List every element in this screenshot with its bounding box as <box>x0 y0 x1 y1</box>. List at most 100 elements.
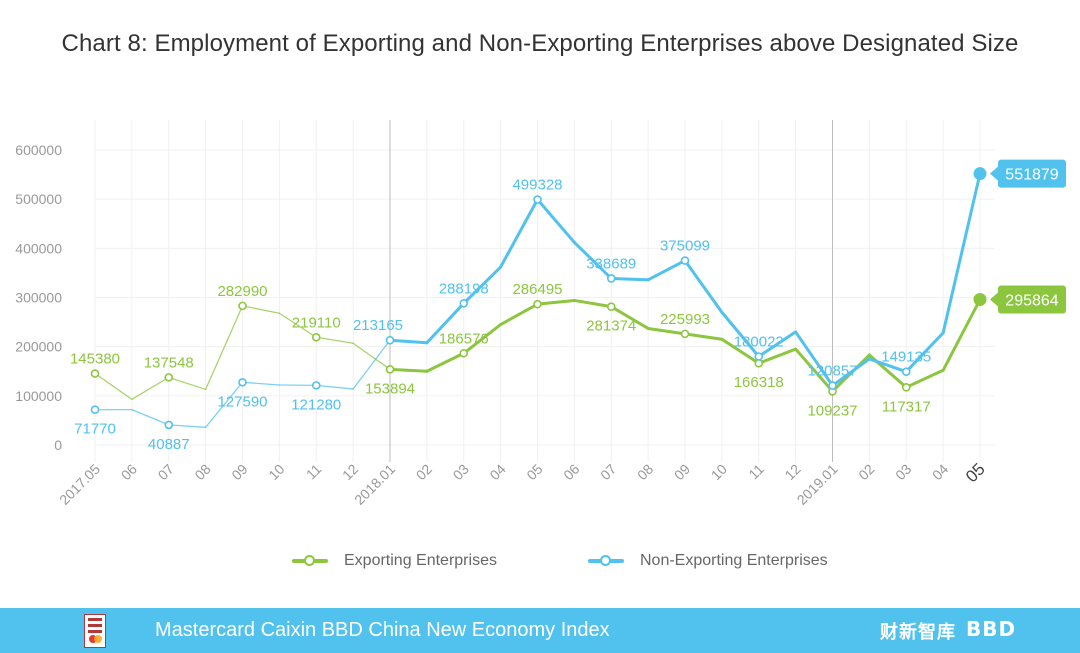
chart-grid <box>94 120 995 462</box>
y-tick-label: 500000 <box>15 191 62 207</box>
data-point <box>533 195 542 204</box>
data-label: 295864 <box>1005 293 1058 310</box>
series-exporting <box>90 293 987 400</box>
data-point <box>901 383 911 392</box>
legend-item-exporting[interactable]: Exporting Enterprises <box>292 552 497 570</box>
series-segment <box>941 298 982 372</box>
data-label: 551879 <box>1005 167 1058 184</box>
x-tick-label: 10 <box>708 461 730 483</box>
data-point <box>385 335 395 345</box>
legend-swatch-exporting <box>292 555 328 567</box>
x-tick-label: 2019.01 <box>794 461 841 508</box>
series-segment <box>315 384 354 390</box>
y-tick-label: 0 <box>54 437 62 453</box>
y-tick-label: 400000 <box>15 240 62 256</box>
x-tick-label: 11 <box>745 461 767 483</box>
series-segment <box>794 347 834 393</box>
data-label: 166318 <box>734 374 784 391</box>
series-segment <box>572 240 613 280</box>
y-tick-label: 300000 <box>15 290 62 306</box>
data-point <box>459 348 469 358</box>
data-point <box>680 329 690 339</box>
x-tick-label: 04 <box>929 461 951 483</box>
series-segment <box>425 301 466 345</box>
line-chart: 0 100000 200000 300000 400000 500000 600000 20… <box>15 120 1066 508</box>
x-tick-label: 03 <box>892 461 914 483</box>
data-label: 499328 <box>512 176 562 193</box>
label-callout-pointer <box>990 166 998 181</box>
data-label: 137548 <box>144 354 194 371</box>
label-callout-box <box>998 159 1066 188</box>
series-segment <box>425 351 466 373</box>
series-segment <box>241 305 281 314</box>
series-segment <box>941 172 982 335</box>
data-label: 286495 <box>512 281 562 298</box>
data-label: 40887 <box>148 436 190 453</box>
series-segment <box>94 372 133 400</box>
series-segment <box>388 338 429 345</box>
series-segment <box>499 197 539 269</box>
series-segment <box>646 259 687 282</box>
legend-swatch-non-exporting <box>588 555 624 567</box>
series-segment <box>462 265 503 305</box>
label-callout-box <box>998 285 1066 314</box>
series-segment <box>536 197 576 244</box>
data-point <box>90 369 100 378</box>
series-segment <box>609 305 650 330</box>
series-segment <box>315 336 354 344</box>
data-label: 120857 <box>807 363 857 380</box>
series-segment <box>720 310 761 358</box>
legend-item-non-exporting[interactable]: Non-Exporting Enterprises <box>588 552 828 570</box>
x-tick-label: 03 <box>450 461 472 483</box>
x-tick-label: 07 <box>597 461 619 483</box>
data-point <box>238 377 247 387</box>
series-segment <box>904 368 945 389</box>
series-segment <box>131 408 170 426</box>
x-tick-label: 11 <box>303 461 325 483</box>
series-segment <box>278 312 317 338</box>
series-segment <box>757 330 798 358</box>
chart-series <box>90 167 987 430</box>
caixin-insight-logo: 财新智库 <box>880 622 956 643</box>
data-label: 71770 <box>74 421 116 438</box>
series-segment <box>241 381 281 386</box>
series-segment <box>904 331 945 374</box>
data-label: 338689 <box>586 255 636 272</box>
series-segment <box>720 337 761 365</box>
data-point <box>680 256 690 265</box>
data-label: 109237 <box>807 402 857 419</box>
series-segment <box>536 298 576 306</box>
series-segment <box>683 332 724 341</box>
chart-title: Chart 8: Employment of Exporting and Non… <box>61 30 1019 57</box>
data-point <box>311 381 321 390</box>
data-label: 288198 <box>439 280 489 297</box>
x-tick-label: 08 <box>191 461 213 483</box>
legend-label-non-exporting: Non-Exporting Enterprises <box>640 552 828 569</box>
data-label: 225993 <box>660 311 710 328</box>
data-point <box>606 274 616 283</box>
data-label: 117317 <box>882 398 931 415</box>
data-point <box>164 373 174 382</box>
data-point <box>90 405 100 415</box>
x-tick-label: 06 <box>118 461 140 483</box>
y-tick-label: 100000 <box>15 388 62 404</box>
data-label: 282990 <box>217 283 267 300</box>
data-point <box>238 301 247 311</box>
series-segment <box>867 357 908 374</box>
y-tick-label: 600000 <box>15 142 62 158</box>
series-segment <box>572 298 613 309</box>
x-tick-label: 2018.01 <box>351 461 398 508</box>
series-segment <box>204 381 244 428</box>
data-point <box>533 299 542 309</box>
series-non-exporting <box>90 167 987 430</box>
series-segment <box>352 339 391 390</box>
x-tick-label: 12 <box>781 461 803 483</box>
index-logo-icon <box>84 614 106 648</box>
data-point <box>901 367 911 376</box>
footer-title: Mastercard Caixin BBD China New Economy … <box>155 619 610 641</box>
data-point <box>459 299 469 308</box>
data-point <box>973 293 987 307</box>
series-segment <box>352 342 391 370</box>
data-label: 186576 <box>439 330 489 347</box>
